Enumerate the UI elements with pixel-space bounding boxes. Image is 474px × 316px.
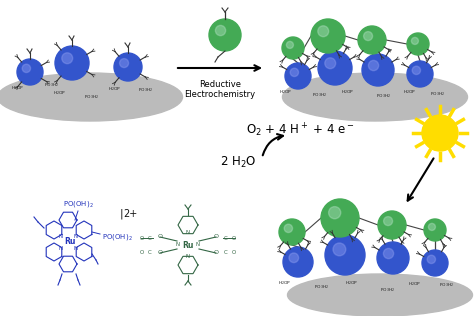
Circle shape bbox=[424, 219, 446, 241]
Text: PO$_3$H$_2$: PO$_3$H$_2$ bbox=[430, 90, 446, 98]
Text: Reductive
Electrochemistry: Reductive Electrochemistry bbox=[184, 80, 255, 100]
Circle shape bbox=[411, 37, 419, 45]
Text: PO$_3$H$_2$: PO$_3$H$_2$ bbox=[314, 283, 329, 291]
Text: H$_2$OP: H$_2$OP bbox=[403, 88, 417, 96]
Ellipse shape bbox=[288, 274, 473, 316]
Circle shape bbox=[282, 37, 304, 59]
Circle shape bbox=[22, 64, 30, 72]
Text: H$_2$OP: H$_2$OP bbox=[346, 279, 359, 287]
Text: O: O bbox=[213, 234, 219, 240]
Circle shape bbox=[362, 54, 394, 86]
Text: C: C bbox=[148, 250, 152, 254]
Circle shape bbox=[119, 58, 128, 68]
Text: H$_2$OP: H$_2$OP bbox=[279, 88, 292, 96]
Text: C: C bbox=[148, 235, 152, 240]
Circle shape bbox=[311, 19, 345, 53]
Circle shape bbox=[368, 60, 379, 71]
Text: PO$_3$H$_2$: PO$_3$H$_2$ bbox=[84, 93, 100, 101]
Circle shape bbox=[407, 61, 433, 87]
Circle shape bbox=[377, 242, 409, 274]
Circle shape bbox=[215, 25, 226, 36]
Text: PO$_3$H$_2$: PO$_3$H$_2$ bbox=[45, 81, 60, 89]
Text: 2 H$_2$O: 2 H$_2$O bbox=[220, 155, 256, 170]
Text: O: O bbox=[232, 250, 236, 254]
Text: N: N bbox=[196, 242, 200, 247]
Circle shape bbox=[55, 46, 89, 80]
Circle shape bbox=[284, 224, 292, 233]
Circle shape bbox=[283, 247, 313, 277]
Circle shape bbox=[290, 68, 299, 76]
Text: H$_2$OP: H$_2$OP bbox=[341, 88, 355, 96]
Text: 2+: 2+ bbox=[123, 209, 137, 219]
Text: PO$_3$H$_2$: PO$_3$H$_2$ bbox=[376, 92, 392, 100]
Circle shape bbox=[412, 66, 420, 75]
Circle shape bbox=[321, 199, 359, 237]
Text: N: N bbox=[59, 246, 63, 251]
Text: PO$_3$H$_2$: PO$_3$H$_2$ bbox=[312, 91, 328, 99]
Text: PO$_3$H$_2$: PO$_3$H$_2$ bbox=[381, 286, 396, 294]
Circle shape bbox=[383, 248, 393, 258]
Text: H$_2$OP: H$_2$OP bbox=[409, 280, 422, 288]
Ellipse shape bbox=[0, 73, 182, 121]
Ellipse shape bbox=[283, 73, 467, 121]
Text: H$_2$OP: H$_2$OP bbox=[109, 85, 122, 93]
Text: C: C bbox=[224, 235, 228, 240]
Text: PO$_3$H$_2$: PO$_3$H$_2$ bbox=[439, 281, 455, 289]
Circle shape bbox=[407, 33, 429, 55]
Text: O: O bbox=[157, 251, 163, 256]
Text: Ru: Ru bbox=[64, 238, 76, 246]
Text: O$_2$ + 4 H$^+$ + 4 e$^-$: O$_2$ + 4 H$^+$ + 4 e$^-$ bbox=[246, 121, 354, 139]
Circle shape bbox=[364, 32, 373, 40]
Text: PO$_3$H$_2$: PO$_3$H$_2$ bbox=[138, 86, 154, 94]
Circle shape bbox=[427, 255, 436, 264]
Text: O: O bbox=[213, 251, 219, 256]
Circle shape bbox=[325, 58, 336, 69]
Text: PO(OH)$_2$: PO(OH)$_2$ bbox=[102, 232, 133, 242]
Text: N: N bbox=[186, 230, 190, 235]
Text: O: O bbox=[157, 234, 163, 240]
Text: N: N bbox=[74, 246, 78, 251]
Circle shape bbox=[285, 63, 311, 89]
Text: H$_2$OP: H$_2$OP bbox=[54, 89, 67, 97]
Circle shape bbox=[286, 41, 293, 48]
Text: O: O bbox=[140, 250, 144, 254]
Circle shape bbox=[62, 53, 73, 64]
Circle shape bbox=[383, 216, 392, 226]
Text: N: N bbox=[186, 254, 190, 259]
Text: N: N bbox=[176, 242, 180, 247]
Circle shape bbox=[17, 59, 43, 85]
Text: N: N bbox=[74, 234, 78, 239]
Circle shape bbox=[209, 19, 241, 51]
Circle shape bbox=[422, 115, 458, 151]
Circle shape bbox=[325, 235, 365, 275]
Circle shape bbox=[328, 207, 341, 219]
Text: H$_2$OP: H$_2$OP bbox=[11, 84, 25, 92]
Circle shape bbox=[358, 26, 386, 54]
Text: H$_2$OP: H$_2$OP bbox=[278, 279, 292, 287]
Text: N: N bbox=[59, 234, 63, 239]
Text: C: C bbox=[224, 250, 228, 254]
Text: O: O bbox=[140, 235, 144, 240]
Text: PO(OH)$_2$: PO(OH)$_2$ bbox=[63, 199, 93, 209]
Circle shape bbox=[289, 253, 299, 263]
Circle shape bbox=[318, 51, 352, 85]
Circle shape bbox=[333, 243, 346, 256]
Circle shape bbox=[428, 223, 436, 230]
Circle shape bbox=[422, 250, 448, 276]
Circle shape bbox=[378, 211, 406, 239]
Circle shape bbox=[318, 26, 328, 37]
Text: |: | bbox=[120, 209, 124, 219]
Text: O: O bbox=[232, 235, 236, 240]
Circle shape bbox=[279, 219, 305, 245]
Text: Ru: Ru bbox=[182, 240, 194, 250]
Circle shape bbox=[114, 53, 142, 81]
